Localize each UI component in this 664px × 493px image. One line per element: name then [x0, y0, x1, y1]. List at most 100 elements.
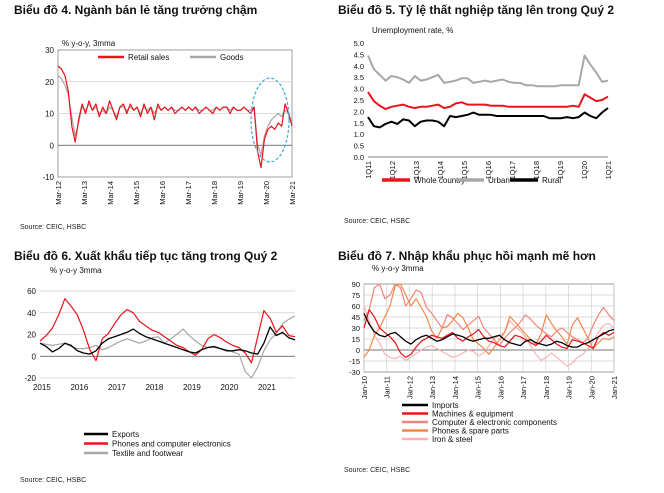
series-line-1 [367, 54, 609, 88]
y-axis-label: % y-o-y 3mma [372, 264, 424, 273]
x-tick-label: 1Q13 [412, 161, 421, 179]
chart-source: Source: CEIC, HSBC [20, 224, 87, 231]
series-line-0 [39, 326, 296, 355]
x-tick-label: 2015 [33, 383, 51, 392]
chart-source: Source: CEIC, HSBC [344, 218, 411, 225]
chart-title: Biểu đồ 6. Xuất khẩu tiếp tục tăng trong… [14, 249, 278, 263]
x-tick-label: 1Q19 [556, 161, 565, 179]
y-tick-label: 4.0 [354, 62, 364, 71]
y-tick-label: 60 [352, 302, 360, 311]
x-tick-label: Mar-20 [262, 181, 271, 205]
y-tick-label: 0 [32, 352, 37, 361]
x-tick-label: Jan-10 [360, 376, 369, 399]
legend-label: Retail sales [128, 53, 169, 62]
x-tick-label: Jan-17 [519, 376, 528, 399]
y-axis-label: % y-o-y, 3mma [62, 39, 116, 48]
x-tick-label: Jan-14 [451, 376, 460, 399]
x-tick-label: 2020 [220, 383, 238, 392]
y-tick-label: 40 [27, 309, 36, 318]
y-tick-label: 30 [352, 324, 360, 333]
x-tick-label: 1Q16 [484, 161, 493, 179]
y-tick-label: 1.5 [354, 119, 364, 128]
legend-label: Phones & spare parts [432, 427, 509, 436]
legend-label: Imports [432, 401, 459, 410]
chart-panel-unemployment: Biểu đồ 5. Tỷ lệ thất nghiệp tăng lên tr… [332, 0, 664, 240]
x-tick-label: Jan-12 [405, 376, 414, 399]
legend-label: Machines & equipment [432, 410, 514, 419]
y-tick-label: -30 [349, 368, 360, 377]
y-tick-label: 15 [352, 335, 360, 344]
chart-source: Source: CEIC, HSBC [20, 477, 87, 484]
series-line-1 [363, 309, 615, 358]
x-tick-label: Jan-15 [474, 376, 483, 399]
x-tick-label: Jan-20 [587, 376, 596, 399]
y-tick-label: 1.0 [354, 130, 364, 139]
x-tick-label: 1Q15 [460, 161, 469, 179]
series-line-4 [363, 305, 615, 367]
x-tick-label: 1Q17 [508, 161, 517, 179]
x-tick-label: 2016 [70, 383, 88, 392]
y-tick-label: -10 [42, 173, 54, 182]
x-tick-label: Mar-21 [288, 181, 297, 205]
series-line-2 [39, 315, 296, 379]
x-tick-label: 1Q20 [580, 161, 589, 179]
chart-panel-exports: Biểu đồ 6. Xuất khẩu tiếp tục tăng trong… [0, 245, 332, 493]
x-tick-label: Jan-16 [496, 376, 505, 399]
x-tick-label: Mar-17 [184, 181, 193, 205]
series-line-0 [367, 91, 609, 111]
y-tick-label: 60 [27, 287, 36, 296]
chart-retail-sales: -10 0 10 20 30 Mar-12 Mar-13 Mar-14 Mar-15 Mar-16… [42, 39, 297, 205]
series-line-0 [363, 313, 615, 348]
y-tick-label: 2.0 [354, 107, 364, 116]
legend-label: Phones and computer electronics [112, 440, 231, 449]
x-tick-label: 2018 [145, 383, 163, 392]
x-tick-label: Mar-18 [210, 181, 219, 205]
y-tick-label: 4.5 [354, 50, 364, 59]
y-tick-label: 10 [45, 110, 54, 119]
y-tick-label: 3.5 [354, 73, 364, 82]
y-tick-label: 0 [50, 141, 55, 150]
legend-label: Computer & electronic components [432, 418, 557, 427]
legend-label: Goods [220, 53, 244, 62]
y-tick-label: -15 [349, 357, 360, 366]
chart-unemployment: 0.0 0.5 1.0 1.5 2.0 2.5 3.0 3.5 4.0 4.5 5.0 1Q11 1Q1… [354, 26, 613, 185]
x-tick-label: Jan-11 [383, 376, 392, 398]
chart-exports: -20 0 20 40 60 2015 2016 2017 2018 2019 2020 2021 % … [24, 266, 296, 458]
y-tick-label: 45 [352, 313, 360, 322]
x-tick-label: Mar-19 [236, 181, 245, 205]
y-tick-label: 3.0 [354, 85, 364, 94]
legend-label: Urban [488, 176, 510, 185]
x-tick-label: 2021 [258, 383, 276, 392]
series-line-1 [39, 297, 296, 364]
x-tick-label: Mar-14 [106, 181, 115, 205]
legend-label: Whole country [414, 176, 465, 185]
y-axis-label: Unemployment rate, % [372, 26, 453, 35]
x-tick-label: 2017 [108, 383, 126, 392]
y-tick-label: 20 [27, 331, 36, 340]
chart-title: Biểu đồ 7. Nhập khẩu phục hồi mạnh mẽ hơ… [338, 249, 596, 263]
y-tick-label: -20 [24, 374, 36, 383]
chart-imports: -30 -15 0 15 30 45 60 75 90 Jan-10 Jan-11 Jan-12 Jan… [349, 264, 619, 444]
x-tick-label: 2019 [183, 383, 201, 392]
x-tick-label: Jan-13 [428, 376, 437, 399]
series-line-2 [363, 283, 615, 347]
x-tick-label: Mar-16 [158, 181, 167, 205]
x-tick-label: 1Q18 [532, 161, 541, 179]
y-tick-label: 5.0 [354, 39, 364, 48]
series-line-3 [363, 283, 615, 358]
highlight-ellipse [250, 77, 290, 163]
chart-source: Source: CEIC, HSBC [344, 467, 411, 474]
y-tick-label: 0.5 [354, 142, 364, 151]
chart-title: Biểu đồ 5. Tỷ lệ thất nghiệp tăng lên tr… [338, 3, 615, 17]
legend-label: Textile and footwear [112, 449, 183, 458]
y-tick-label: 30 [45, 46, 54, 55]
chart-title: Biểu đồ 4. Ngành bán lẻ tăng trưởng chậm [14, 3, 258, 17]
y-tick-label: 20 [45, 78, 54, 87]
x-tick-label: Jan-19 [565, 376, 574, 399]
legend-label: Rural [542, 176, 561, 185]
y-tick-label: 2.5 [354, 96, 364, 105]
y-tick-label: 0.0 [354, 153, 364, 162]
x-tick-label: 1Q11 [364, 161, 373, 179]
x-tick-label: Jan-18 [542, 376, 551, 399]
x-tick-label: 1Q12 [388, 161, 397, 179]
